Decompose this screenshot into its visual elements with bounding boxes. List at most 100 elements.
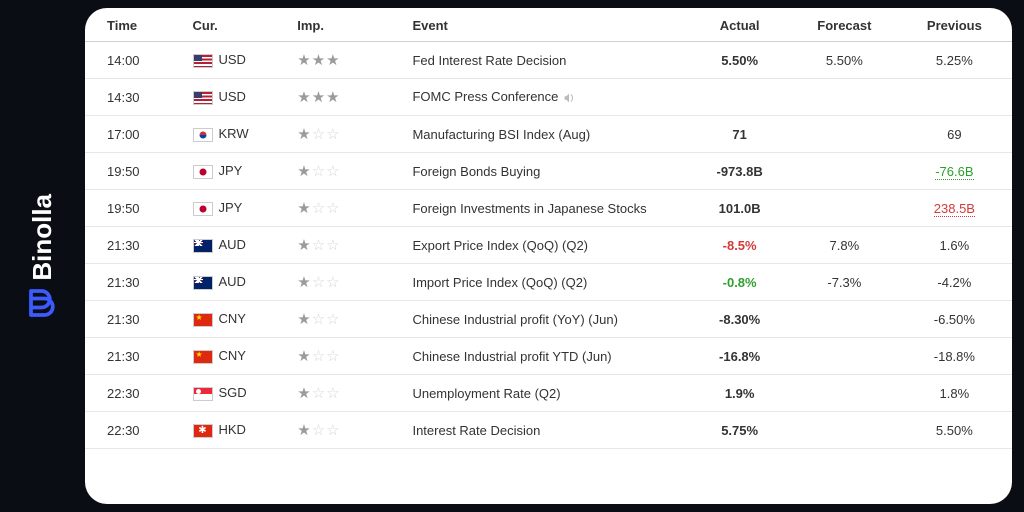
cell-event[interactable]: Chinese Industrial profit (YoY) (Jun) <box>404 301 687 338</box>
cell-time: 14:30 <box>85 79 185 116</box>
previous-value: -18.8% <box>934 349 975 364</box>
star-icon: ★ <box>297 311 311 328</box>
audio-icon[interactable] <box>562 91 576 105</box>
cell-event[interactable]: Unemployment Rate (Q2) <box>404 375 687 412</box>
event-name: Import Price Index (QoQ) (Q2) <box>412 275 587 290</box>
event-name: Chinese Industrial profit (YoY) (Jun) <box>412 312 617 327</box>
table-row[interactable]: 21:30CNY★☆☆Chinese Industrial profit YTD… <box>85 338 1012 375</box>
cell-time: 14:00 <box>85 42 185 79</box>
table-row[interactable]: 14:30USD★★★FOMC Press Conference <box>85 79 1012 116</box>
cell-forecast <box>792 116 897 153</box>
currency-code: USD <box>219 89 246 104</box>
cell-currency: SGD <box>185 375 290 412</box>
cell-importance: ★☆☆ <box>289 412 404 449</box>
header-currency[interactable]: Cur. <box>185 8 290 42</box>
cell-forecast <box>792 190 897 227</box>
cell-event[interactable]: FOMC Press Conference <box>404 79 687 116</box>
cell-actual: 5.50% <box>687 42 792 79</box>
cell-event[interactable]: Foreign Investments in Japanese Stocks <box>404 190 687 227</box>
star-icon: ☆ <box>326 200 340 217</box>
header-importance[interactable]: Imp. <box>289 8 404 42</box>
table-row[interactable]: 21:30CNY★☆☆Chinese Industrial profit (Yo… <box>85 301 1012 338</box>
star-icon: ☆ <box>312 163 326 180</box>
cell-event[interactable]: Export Price Index (QoQ) (Q2) <box>404 227 687 264</box>
flag-icon <box>193 202 213 216</box>
header-previous[interactable]: Previous <box>897 8 1012 42</box>
event-name: Interest Rate Decision <box>412 423 540 438</box>
star-icon: ★ <box>297 126 311 143</box>
cell-actual: 1.9% <box>687 375 792 412</box>
table-row[interactable]: 21:30AUD★☆☆Import Price Index (QoQ) (Q2)… <box>85 264 1012 301</box>
cell-event[interactable]: Import Price Index (QoQ) (Q2) <box>404 264 687 301</box>
cell-previous: -6.50% <box>897 301 1012 338</box>
currency-code: JPY <box>219 200 243 215</box>
cell-forecast <box>792 153 897 190</box>
cell-event[interactable]: Interest Rate Decision <box>404 412 687 449</box>
cell-forecast <box>792 375 897 412</box>
cell-currency: AUD <box>185 227 290 264</box>
cell-time: 22:30 <box>85 375 185 412</box>
star-icon: ☆ <box>326 348 340 365</box>
currency-code: AUD <box>219 237 246 252</box>
cell-currency: JPY <box>185 190 290 227</box>
previous-value: 238.5B <box>934 201 975 217</box>
cell-actual: 71 <box>687 116 792 153</box>
previous-value: 5.25% <box>936 53 973 68</box>
cell-time: 21:30 <box>85 264 185 301</box>
cell-previous: 1.8% <box>897 375 1012 412</box>
previous-value: 69 <box>947 127 961 142</box>
cell-actual: -973.8B <box>687 153 792 190</box>
cell-importance: ★★★ <box>289 79 404 116</box>
table-row[interactable]: 19:50JPY★☆☆Foreign Investments in Japane… <box>85 190 1012 227</box>
cell-forecast: 5.50% <box>792 42 897 79</box>
cell-event[interactable]: Foreign Bonds Buying <box>404 153 687 190</box>
header-time[interactable]: Time <box>85 8 185 42</box>
event-name: Chinese Industrial profit YTD (Jun) <box>412 349 611 364</box>
cell-event[interactable]: Chinese Industrial profit YTD (Jun) <box>404 338 687 375</box>
table-row[interactable]: 17:00KRW★☆☆Manufacturing BSI Index (Aug)… <box>85 116 1012 153</box>
cell-event[interactable]: Fed Interest Rate Decision <box>404 42 687 79</box>
header-forecast[interactable]: Forecast <box>792 8 897 42</box>
cell-previous: 1.6% <box>897 227 1012 264</box>
cell-previous: 238.5B <box>897 190 1012 227</box>
header-actual[interactable]: Actual <box>687 8 792 42</box>
flag-icon <box>193 239 213 253</box>
cell-currency: CNY <box>185 301 290 338</box>
cell-importance: ★☆☆ <box>289 375 404 412</box>
star-icon: ☆ <box>326 126 340 143</box>
event-name: Manufacturing BSI Index (Aug) <box>412 127 590 142</box>
currency-code: CNY <box>219 348 246 363</box>
event-name: Foreign Bonds Buying <box>412 164 540 179</box>
table-row[interactable]: 21:30AUD★☆☆Export Price Index (QoQ) (Q2)… <box>85 227 1012 264</box>
cell-actual: -0.8% <box>687 264 792 301</box>
cell-actual: -16.8% <box>687 338 792 375</box>
currency-code: HKD <box>219 422 246 437</box>
cell-event[interactable]: Manufacturing BSI Index (Aug) <box>404 116 687 153</box>
star-icon: ★ <box>297 348 311 365</box>
star-icon: ☆ <box>312 200 326 217</box>
table-row[interactable]: 19:50JPY★☆☆Foreign Bonds Buying-973.8B-7… <box>85 153 1012 190</box>
cell-actual: 5.75% <box>687 412 792 449</box>
cell-forecast: 7.8% <box>792 227 897 264</box>
previous-value: -4.2% <box>937 275 971 290</box>
event-name: Export Price Index (QoQ) (Q2) <box>412 238 588 253</box>
cell-time: 21:30 <box>85 338 185 375</box>
cell-time: 19:50 <box>85 190 185 227</box>
cell-time: 21:30 <box>85 227 185 264</box>
star-icon: ☆ <box>326 237 340 254</box>
table-row[interactable]: 14:00USD★★★Fed Interest Rate Decision5.5… <box>85 42 1012 79</box>
previous-value: -76.6B <box>935 164 973 180</box>
table-row[interactable]: 22:30SGD★☆☆Unemployment Rate (Q2)1.9% 1.8… <box>85 375 1012 412</box>
star-icon: ★ <box>297 89 311 106</box>
star-icon: ☆ <box>312 422 326 439</box>
cell-time: 19:50 <box>85 153 185 190</box>
previous-value: 1.8% <box>940 386 970 401</box>
cell-actual: -8.30% <box>687 301 792 338</box>
star-icon: ★ <box>326 89 340 106</box>
cell-actual <box>687 79 792 116</box>
header-event[interactable]: Event <box>404 8 687 42</box>
currency-code: KRW <box>219 126 249 141</box>
table-row[interactable]: 22:30HKD★☆☆Interest Rate Decision5.75%5.… <box>85 412 1012 449</box>
cell-currency: AUD <box>185 264 290 301</box>
star-icon: ★ <box>297 385 311 402</box>
